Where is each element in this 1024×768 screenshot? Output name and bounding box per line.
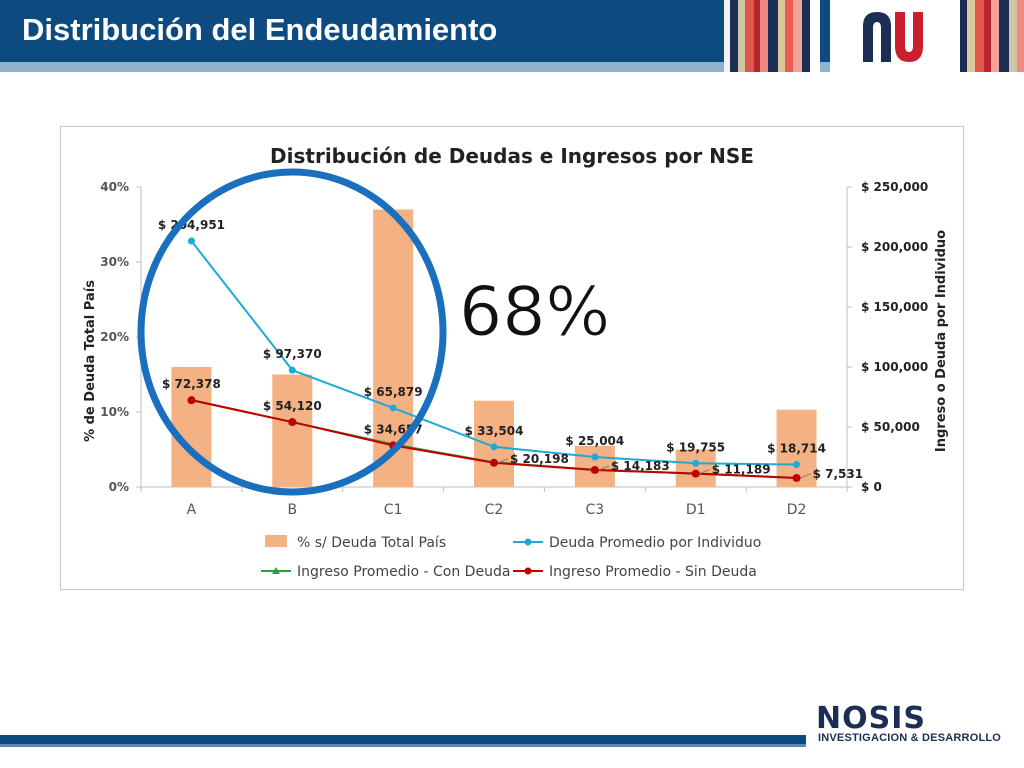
data-label-ingreso: $ 14,183 <box>611 459 670 473</box>
x-tick-label: D1 <box>686 502 706 518</box>
point-deuda-promedio <box>692 459 700 467</box>
data-label-leader <box>598 465 610 471</box>
footer-bar <box>0 735 806 744</box>
point-ingreso-sin-deuda <box>490 458 498 467</box>
debt-income-chart: Distribución de Deudas e Ingresos por NS… <box>83 144 949 580</box>
bar-deuda-total <box>675 449 716 487</box>
data-label-deuda: $ 18,714 <box>767 442 826 456</box>
point-deuda-promedio <box>591 453 599 461</box>
legend-marker <box>524 538 532 546</box>
point-deuda-promedio <box>389 404 397 412</box>
data-label-ingreso: $ 20,198 <box>510 452 569 466</box>
point-ingreso-sin-deuda <box>288 418 297 427</box>
y2-tick-label: $ 250,000 <box>861 180 928 194</box>
brand-subtitle: INVESTIGACION & DESARROLLO <box>818 732 1002 744</box>
data-label-deuda: $ 97,370 <box>263 347 322 361</box>
x-tick-label: C1 <box>384 502 403 518</box>
data-label-deuda: $ 65,879 <box>364 385 423 399</box>
y2-tick-label: $ 100,000 <box>861 360 928 374</box>
chart-title: Distribución de Deudas e Ingresos por NS… <box>270 144 754 168</box>
data-label-deuda: $ 19,755 <box>666 440 725 454</box>
y2-tick-label: $ 150,000 <box>861 300 928 314</box>
plot-area: 0% 10% 20% 30% 40% $ 0 $ 50,000 $ 100,000 $ 150,… <box>100 180 928 580</box>
brand-name: NOSIS <box>816 701 926 736</box>
brand-logo-icon <box>863 12 923 62</box>
bar-deuda-total <box>272 374 313 487</box>
data-label-deuda: $ 25,004 <box>565 434 624 448</box>
point-deuda-promedio <box>288 366 296 374</box>
data-label-deuda: $ 33,504 <box>465 424 524 438</box>
highlight-circle <box>137 168 447 496</box>
y2-tick-label: $ 0 <box>861 480 882 494</box>
point-ingreso-sin-deuda <box>691 469 700 478</box>
legend-label: Ingreso Promedio - Con Deuda <box>297 564 510 580</box>
chart-frame: Distribución de Deudas e Ingresos por NS… <box>60 126 964 590</box>
y-axis-label: % de Deuda Total País <box>83 280 98 442</box>
callout-percentage: 68% <box>459 273 610 352</box>
x-tick-label: C2 <box>485 502 504 518</box>
data-label-ingreso: $ 72,378 <box>162 377 221 391</box>
y2-tick-label: $ 200,000 <box>861 240 928 254</box>
x-tick-label: A <box>187 502 197 518</box>
legend-label: Deuda Promedio por Individuo <box>549 535 761 551</box>
legend-label: % s/ Deuda Total País <box>297 535 446 551</box>
point-deuda-promedio <box>490 443 498 451</box>
header-stripes-left <box>724 0 820 72</box>
y-tick-label: 20% <box>100 330 129 344</box>
y2-axis-label: Ingreso o Deuda por Individuo <box>934 230 949 452</box>
x-tick-label: C3 <box>586 502 605 518</box>
data-label-deuda: $ 204,951 <box>158 218 225 232</box>
nosis-logo-icon: NOSIS <box>816 701 926 736</box>
y-tick-label: 30% <box>100 255 129 269</box>
header-stripes-right <box>960 0 1024 72</box>
x-tick-label: B <box>287 502 297 518</box>
point-ingreso-sin-deuda <box>187 396 196 405</box>
point-ingreso-sin-deuda <box>792 473 801 482</box>
legend-marker <box>524 567 532 575</box>
y2-tick-label: $ 50,000 <box>861 420 920 434</box>
logo-box <box>830 0 960 72</box>
data-label-leader <box>699 469 710 475</box>
header-underline <box>0 62 1024 72</box>
legend-swatch <box>265 535 287 547</box>
point-deuda-promedio <box>187 237 195 245</box>
slide-title: Distribución del Endeudamiento <box>22 12 498 47</box>
data-label-ingreso: $ 11,189 <box>712 463 771 477</box>
point-deuda-promedio <box>793 461 801 469</box>
legend-label: Ingreso Promedio - Sin Deuda <box>549 564 757 580</box>
y-tick-label: 0% <box>109 480 129 494</box>
y-tick-label: 10% <box>100 405 129 419</box>
x-tick-label: D2 <box>787 502 807 518</box>
data-label-leader <box>497 458 509 464</box>
data-label-ingreso: $ 7,531 <box>813 467 863 481</box>
data-label-leader <box>800 473 811 479</box>
y-tick-label: 40% <box>100 180 129 194</box>
legend-marker <box>272 567 280 574</box>
point-ingreso-sin-deuda <box>590 465 599 474</box>
footer-bar-accent <box>0 744 806 747</box>
data-label-ingreso: $ 54,120 <box>263 399 322 413</box>
bar-deuda-total <box>171 367 212 487</box>
